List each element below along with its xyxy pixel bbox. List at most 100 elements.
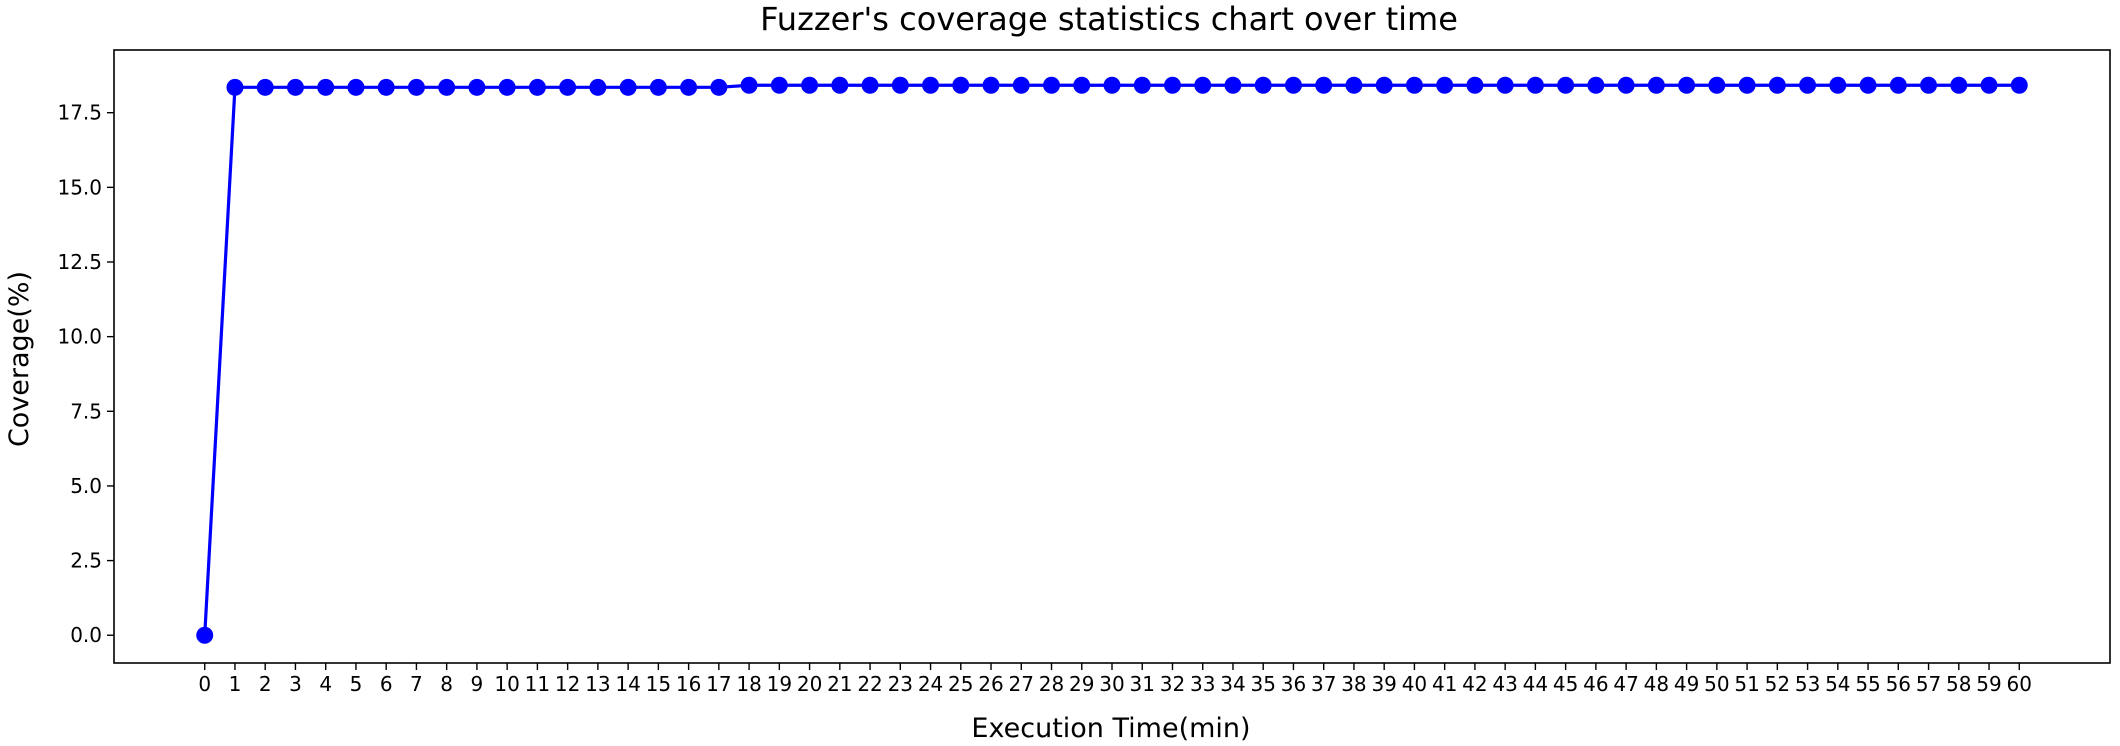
- data-point: [1678, 76, 1696, 94]
- x-tick-label: 19: [767, 672, 792, 696]
- x-tick-label: 46: [1583, 672, 1608, 696]
- x-tick-label: 9: [471, 672, 484, 696]
- x-tick-label: 16: [676, 672, 701, 696]
- data-point: [286, 78, 304, 96]
- data-point: [528, 78, 546, 96]
- data-point: [1043, 76, 1061, 94]
- x-tick-label: 41: [1432, 672, 1457, 696]
- x-tick-label: 12: [555, 672, 580, 696]
- x-tick-label: 23: [888, 672, 913, 696]
- x-tick-label: 35: [1250, 672, 1275, 696]
- x-tick-label: 24: [918, 672, 943, 696]
- x-tick-label: 18: [736, 672, 761, 696]
- data-point: [226, 78, 244, 96]
- data-point: [1284, 76, 1302, 94]
- x-tick-label: 38: [1341, 672, 1366, 696]
- data-point: [347, 78, 365, 96]
- data-point: [1315, 76, 1333, 94]
- x-tick-label: 43: [1492, 672, 1517, 696]
- x-tick-label: 10: [494, 672, 519, 696]
- data-point: [1345, 76, 1363, 94]
- data-point: [619, 78, 637, 96]
- data-point: [1980, 76, 1998, 94]
- x-tick-label: 54: [1825, 672, 1850, 696]
- x-tick-label: 21: [827, 672, 852, 696]
- data-point: [1496, 76, 1514, 94]
- x-tick-label: 17: [706, 672, 731, 696]
- data-point: [801, 76, 819, 94]
- data-point: [1617, 76, 1635, 94]
- x-tick-label: 31: [1130, 672, 1155, 696]
- data-point: [468, 78, 486, 96]
- data-point: [1829, 76, 1847, 94]
- x-tick-label: 52: [1765, 672, 1790, 696]
- x-tick-label: 5: [350, 672, 363, 696]
- data-point: [1375, 76, 1393, 94]
- data-point: [1768, 76, 1786, 94]
- y-tick-label: 7.5: [70, 399, 102, 423]
- x-tick-label: 15: [646, 672, 671, 696]
- x-tick-label: 34: [1220, 672, 1245, 696]
- x-tick-label: 3: [289, 672, 302, 696]
- x-tick-label: 53: [1795, 672, 1820, 696]
- x-tick-label: 57: [1916, 672, 1941, 696]
- x-tick-label: 36: [1281, 672, 1306, 696]
- data-point: [1254, 76, 1272, 94]
- x-tick-label: 29: [1069, 672, 1094, 696]
- data-point: [891, 76, 909, 94]
- x-tick-label: 37: [1311, 672, 1336, 696]
- data-point: [1073, 76, 1091, 94]
- y-tick-label: 5.0: [70, 474, 102, 498]
- data-point: [861, 76, 879, 94]
- y-tick-label: 2.5: [70, 549, 102, 573]
- data-point: [589, 78, 607, 96]
- data-point: [710, 78, 728, 96]
- data-point: [377, 78, 395, 96]
- data-point: [1738, 76, 1756, 94]
- x-tick-label: 47: [1613, 672, 1638, 696]
- x-tick-label: 30: [1099, 672, 1124, 696]
- x-tick-label: 1: [229, 672, 242, 696]
- x-tick-label: 33: [1190, 672, 1215, 696]
- data-point: [680, 78, 698, 96]
- x-tick-label: 2: [259, 672, 272, 696]
- data-point: [1557, 76, 1575, 94]
- data-point: [196, 626, 214, 644]
- y-tick-label: 0.0: [70, 623, 102, 647]
- data-point: [1889, 76, 1907, 94]
- x-tick-label: 45: [1553, 672, 1578, 696]
- data-point: [1587, 76, 1605, 94]
- x-tick-label: 55: [1855, 672, 1880, 696]
- x-tick-label: 44: [1523, 672, 1548, 696]
- x-tick-label: 8: [440, 672, 453, 696]
- chart-title: Fuzzer's coverage statistics chart over …: [760, 0, 1458, 38]
- x-tick-label: 0: [198, 672, 211, 696]
- y-tick-label: 15.0: [57, 175, 102, 199]
- x-tick-label: 40: [1402, 672, 1427, 696]
- series-line: [203, 83, 2020, 636]
- x-tick-label: 13: [585, 672, 610, 696]
- x-tick-label: 42: [1462, 672, 1487, 696]
- data-point: [1950, 76, 1968, 94]
- data-point: [770, 76, 788, 94]
- data-point: [1163, 76, 1181, 94]
- x-tick-label: 20: [797, 672, 822, 696]
- x-tick-label: 48: [1644, 672, 1669, 696]
- y-tick-label: 17.5: [57, 101, 102, 125]
- x-tick-label: 25: [948, 672, 973, 696]
- data-point: [1224, 76, 1242, 94]
- data-point: [1194, 76, 1212, 94]
- data-point: [317, 78, 335, 96]
- data-point: [2010, 76, 2028, 94]
- x-axis-ticks: 0 1 2 3 4 5 6 7 8 9 10 11 12 13 14 15 16 17 18 19 20 21 22 23 24…: [198, 663, 2032, 696]
- data-point: [649, 78, 667, 96]
- x-tick-label: 6: [380, 672, 393, 696]
- x-tick-label: 11: [525, 672, 550, 696]
- x-tick-label: 60: [2007, 672, 2032, 696]
- data-point: [1526, 76, 1544, 94]
- data-point: [1920, 76, 1938, 94]
- data-point: [952, 76, 970, 94]
- y-axis-label: Coverage(%): [4, 271, 35, 447]
- y-tick-label: 10.0: [57, 325, 102, 349]
